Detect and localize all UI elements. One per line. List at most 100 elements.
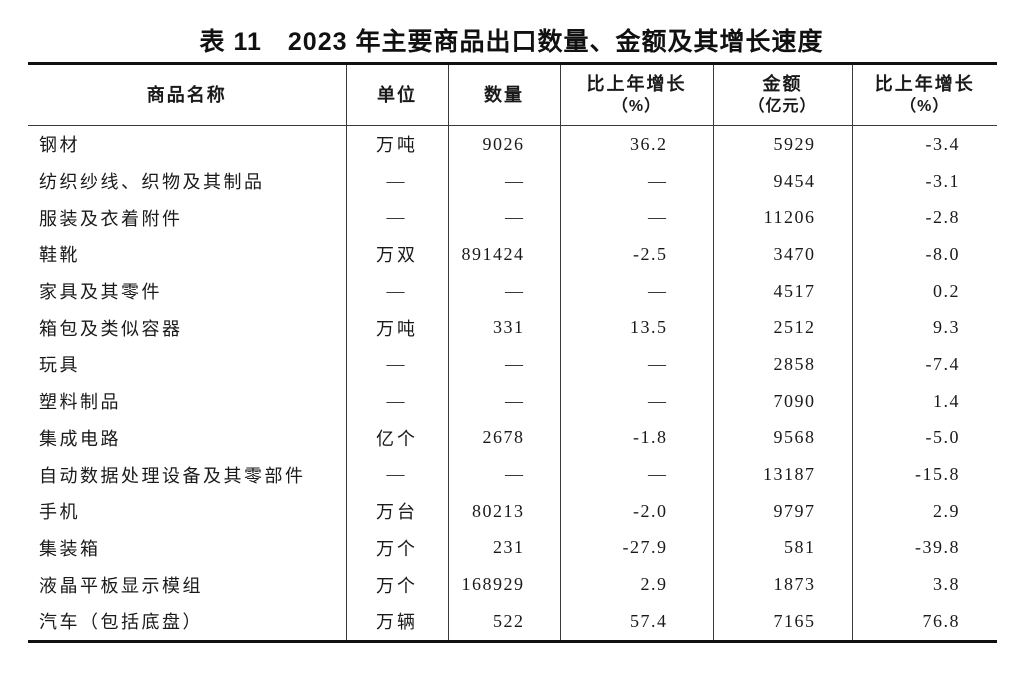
cell-amount: 5929 [712, 125, 852, 163]
table-row: 服装及衣着附件 — — — 11206 -2.8 [28, 199, 997, 237]
cell-amount: 13187 [712, 456, 852, 493]
cell-quantity-growth: — [559, 346, 713, 383]
cell-quantity-growth: -2.0 [559, 492, 713, 530]
header-label: 单位 [377, 85, 417, 105]
cell-quantity-growth: 36.2 [559, 125, 713, 163]
cell-quantity: — [447, 346, 560, 383]
cell-unit: 万吨 [345, 125, 448, 163]
table-header: 商品名称 单位 数量 比上年增长 （%） 金额 （亿元） 比上年增长 [28, 63, 997, 126]
table-row: 鞋靴 万双 891424 -2.5 3470 -8.0 [28, 236, 997, 273]
cell-unit: — [345, 456, 448, 493]
table-row: 纺织纱线、织物及其制品 — — — 9454 -3.1 [28, 162, 997, 200]
cell-amount: 9797 [712, 492, 852, 530]
cell-commodity-name: 自动数据处理设备及其零部件 [39, 465, 306, 486]
cell-quantity-growth: — [559, 382, 713, 420]
header-quantity-growth: 比上年增长 （%） [559, 63, 713, 126]
table-row: 汽车（包括底盘） 万辆 522 57.4 7165 76.8 [28, 602, 997, 642]
cell-quantity: 80213 [447, 492, 560, 530]
table-row: 液晶平板显示模组 万个 168929 2.9 1873 3.8 [28, 566, 997, 603]
cell-unit: — [345, 382, 448, 420]
cell-amount-growth: 2.9 [851, 492, 997, 530]
cell-quantity: 231 [447, 529, 560, 567]
cell-amount-growth: 76.8 [851, 602, 997, 642]
cell-unit: — [345, 199, 448, 237]
cell-amount: 3470 [712, 236, 852, 273]
table-row: 家具及其零件 — — — 4517 0.2 [28, 272, 997, 310]
cell-commodity-name: 鞋靴 [39, 245, 80, 266]
cell-unit: 万双 [345, 236, 448, 273]
cell-quantity: 331 [447, 309, 560, 347]
cell-quantity: 522 [447, 602, 560, 642]
cell-commodity-name: 集成电路 [39, 428, 121, 449]
cell-commodity-name: 液晶平板显示模组 [39, 575, 203, 596]
table-row: 塑料制品 — — — 7090 1.4 [28, 382, 997, 420]
table-row: 钢材 万吨 9026 36.2 5929 -3.4 [28, 125, 997, 163]
cell-unit: — [345, 272, 448, 310]
cell-commodity-name: 汽车（包括底盘） [39, 612, 203, 633]
cell-amount: 11206 [712, 199, 852, 237]
header-sublabel: （%） [611, 98, 662, 115]
cell-amount-growth: -7.4 [851, 346, 997, 383]
cell-quantity: — [447, 382, 560, 420]
cell-amount-growth: 3.8 [851, 566, 997, 603]
cell-amount-growth: 1.4 [851, 382, 997, 420]
table-row: 手机 万台 80213 -2.0 9797 2.9 [28, 492, 997, 530]
cell-unit: — [345, 346, 448, 383]
table-title-text: 2023 年主要商品出口数量、金额及其增长速度 [287, 28, 824, 56]
cell-amount-growth: -5.0 [851, 419, 997, 457]
cell-quantity: — [447, 272, 560, 310]
header-label: 商品名称 [146, 85, 227, 105]
cell-unit: 万个 [345, 529, 448, 567]
cell-unit: 万吨 [345, 309, 448, 347]
cell-amount-growth: 0.2 [851, 272, 997, 310]
cell-quantity-growth: — [559, 272, 713, 310]
cell-amount: 7165 [712, 602, 852, 642]
cell-amount: 9454 [712, 162, 852, 200]
cell-amount: 581 [712, 529, 852, 567]
header-label: 数量 [484, 85, 524, 105]
cell-amount: 2858 [712, 346, 852, 383]
table-row: 自动数据处理设备及其零部件 — — — 13187 -15.8 [28, 456, 997, 493]
cell-amount-growth: 9.3 [851, 309, 997, 347]
header-label: 金额 [762, 74, 803, 94]
cell-quantity: — [447, 456, 560, 493]
cell-quantity-growth: -1.8 [559, 419, 713, 457]
cell-quantity: — [447, 199, 560, 237]
cell-quantity-growth: — [559, 162, 713, 200]
cell-quantity-growth: 2.9 [559, 566, 713, 603]
cell-quantity-growth: 13.5 [559, 309, 713, 347]
header-sublabel: （亿元） [748, 98, 817, 115]
page-title: 表 11 2023 年主要商品出口数量、金额及其增长速度 [0, 22, 1023, 58]
cell-commodity-name: 集装箱 [39, 538, 101, 559]
cell-quantity: 891424 [447, 236, 560, 273]
table-row: 玩具 — — — 2858 -7.4 [28, 346, 997, 383]
cell-amount-growth: -8.0 [851, 236, 997, 273]
export-commodities-table: 商品名称 单位 数量 比上年增长 （%） 金额 （亿元） 比上年增长 [28, 62, 997, 643]
cell-amount: 4517 [712, 272, 852, 310]
cell-unit: 万台 [345, 492, 448, 530]
cell-amount-growth: -15.8 [851, 456, 997, 493]
header-sublabel: （%） [900, 98, 950, 115]
header-amount-growth: 比上年增长 （%） [851, 63, 997, 126]
cell-commodity-name: 玩具 [39, 355, 80, 376]
cell-quantity-growth: -2.5 [559, 236, 713, 273]
header-label: 比上年增长 [874, 74, 975, 94]
cell-commodity-name: 塑料制品 [39, 392, 121, 413]
cell-commodity-name: 家具及其零件 [39, 282, 162, 303]
header-quantity: 数量 [447, 63, 560, 126]
cell-amount-growth: -2.8 [851, 199, 997, 237]
cell-quantity: 9026 [447, 125, 560, 163]
header-unit: 单位 [345, 63, 448, 126]
cell-quantity: 2678 [447, 419, 560, 457]
cell-commodity-name: 箱包及类似容器 [39, 318, 183, 339]
cell-amount: 7090 [712, 382, 852, 420]
header-label: 比上年增长 [586, 74, 687, 94]
cell-quantity-growth: — [559, 199, 713, 237]
cell-unit: — [345, 162, 448, 200]
cell-amount: 1873 [712, 566, 852, 603]
cell-amount-growth: -3.4 [851, 125, 997, 163]
cell-amount: 2512 [712, 309, 852, 347]
header-commodity-name: 商品名称 [28, 63, 346, 126]
cell-commodity-name: 纺织纱线、织物及其制品 [39, 172, 265, 193]
